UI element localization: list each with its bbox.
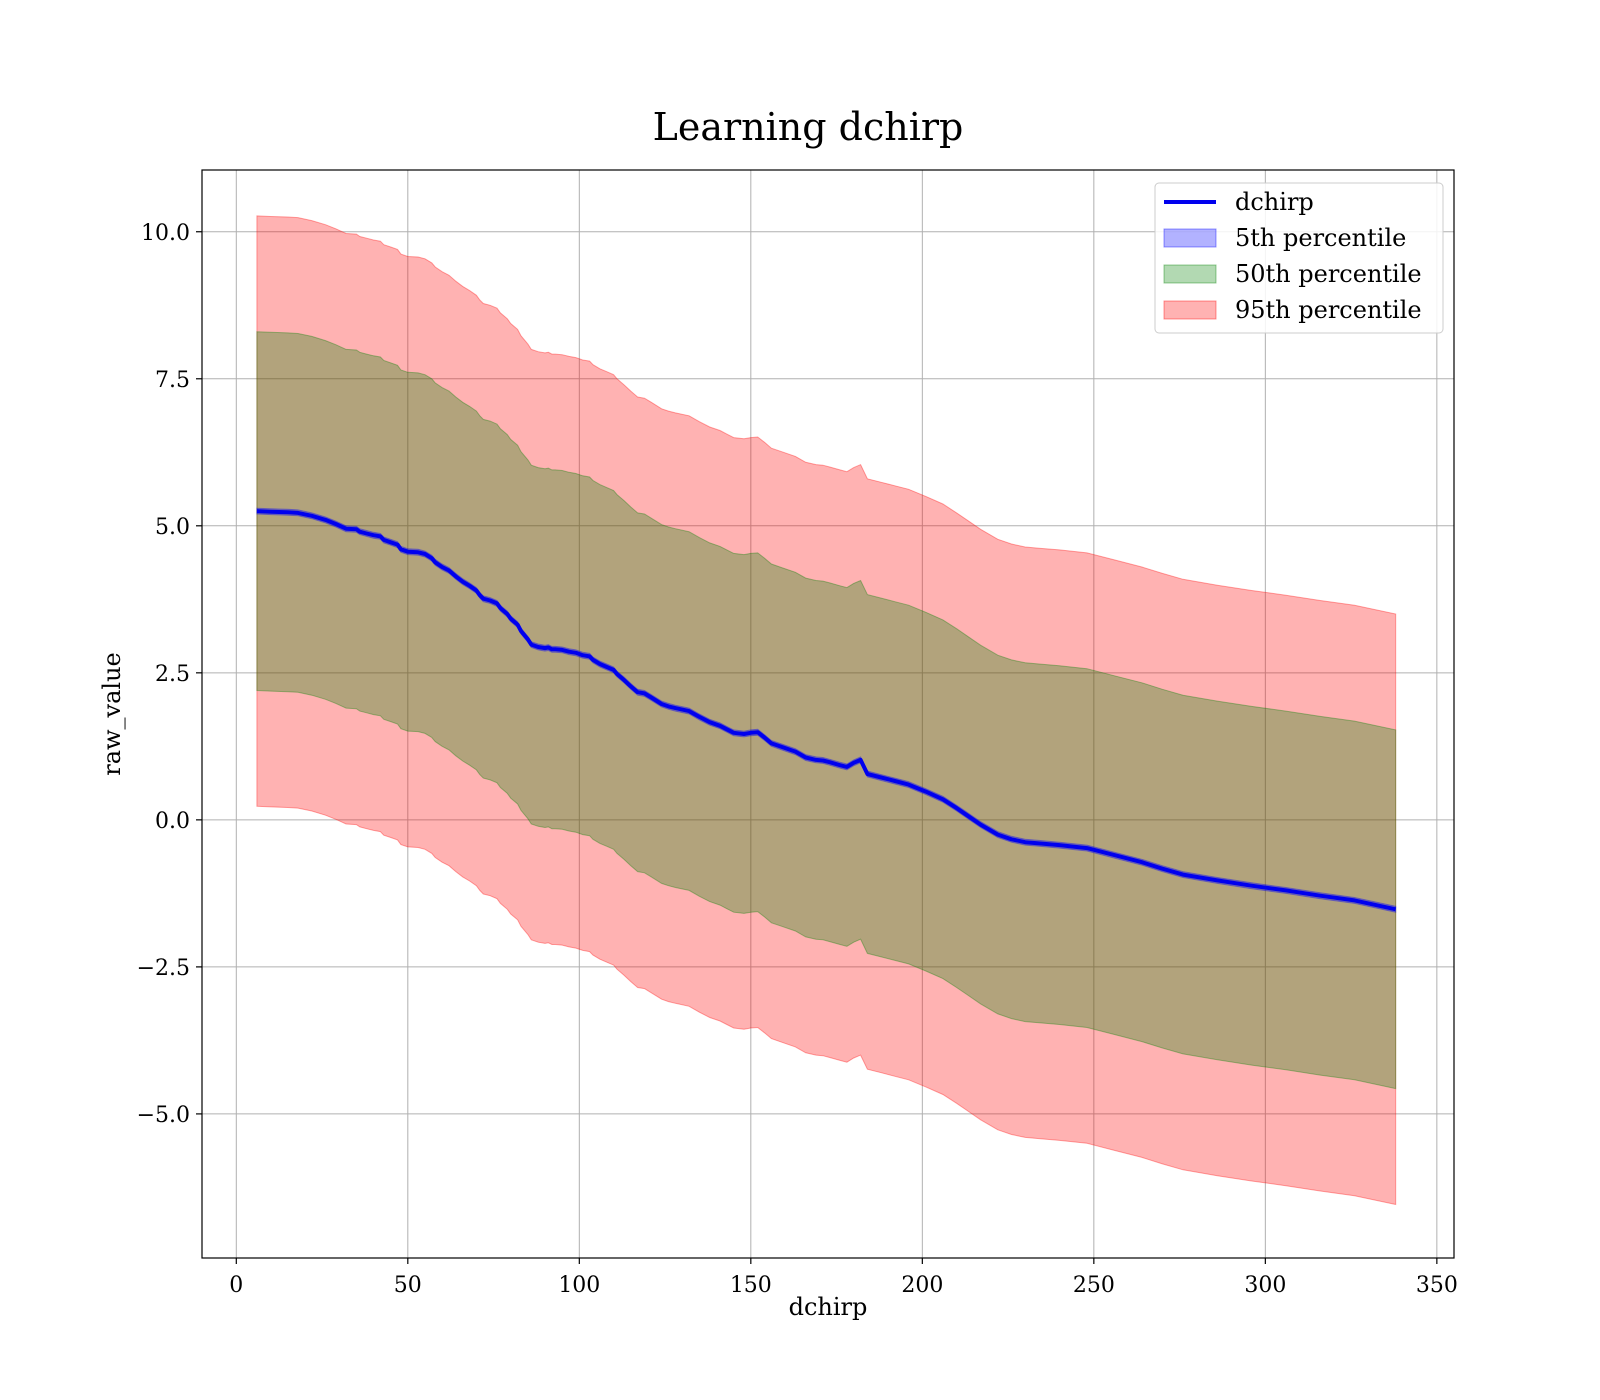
x-tick-label: 150 <box>730 1273 772 1298</box>
legend-label-50th-percentile: 50th percentile <box>1235 260 1422 288</box>
y-axis-ticks: −5.0 −2.5 0.0 2.5 5.0 7.5 10.0 <box>137 221 202 1128</box>
legend-frame <box>1154 182 1444 334</box>
y-tick-label: 2.5 <box>155 662 190 687</box>
legend-swatch-50th-percentile <box>1163 264 1217 284</box>
y-tick-label: 7.5 <box>155 368 190 393</box>
legend-swatch-95th-percentile <box>1163 300 1217 320</box>
x-tick-label: 50 <box>394 1273 422 1298</box>
y-tick-label: −5.0 <box>137 1103 190 1128</box>
legend-label-95th-percentile: 95th percentile <box>1235 296 1422 324</box>
legend-swatch-5th-percentile <box>1163 228 1217 248</box>
series-line-dchirp <box>256 509 1397 912</box>
band-95th-percentile <box>256 215 1397 1206</box>
x-axis-label: dchirp <box>789 1293 868 1321</box>
legend-label-dchirp: dchirp <box>1235 188 1314 216</box>
y-tick-label: −2.5 <box>137 956 190 981</box>
y-axis-label: raw_value <box>98 652 126 776</box>
x-tick-label: 100 <box>558 1273 600 1298</box>
x-tick-label: 350 <box>1416 1273 1458 1298</box>
x-tick-label: 250 <box>1073 1273 1115 1298</box>
y-tick-label: 5.0 <box>155 515 190 540</box>
chart-title: Learning dchirp <box>653 105 964 149</box>
x-tick-label: 200 <box>901 1273 943 1298</box>
band-50th-percentile <box>256 331 1397 1090</box>
plot-frame <box>201 169 1455 1259</box>
x-axis-ticks: 0 50 100 150 200 250 300 350 <box>229 1258 1458 1298</box>
x-tick-label: 0 <box>229 1273 243 1298</box>
y-tick-label: 10.0 <box>141 221 190 246</box>
y-tick-label: 0.0 <box>155 809 190 834</box>
legend-label-5th-percentile: 5th percentile <box>1235 224 1406 252</box>
x-tick-label: 300 <box>1244 1273 1286 1298</box>
legend: dchirp 5th percentile 50th percentile 95… <box>1154 182 1444 334</box>
grid <box>202 170 1454 1258</box>
data-line <box>256 509 1397 912</box>
